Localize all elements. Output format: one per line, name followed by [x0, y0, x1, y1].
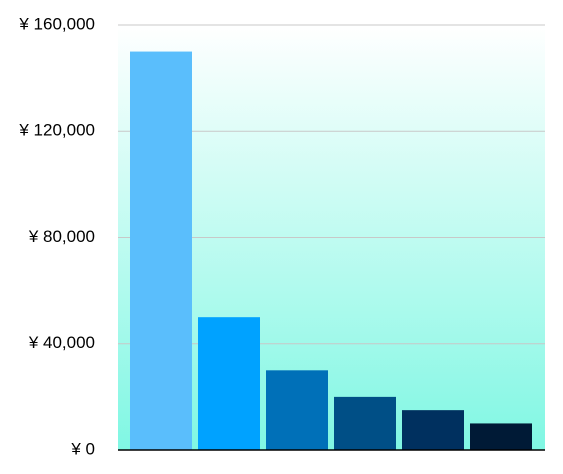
- y-tick-label: ¥ 0: [70, 439, 95, 458]
- bar: [470, 423, 532, 450]
- bar: [198, 317, 260, 450]
- bar: [402, 410, 464, 450]
- y-tick-label: ¥ 40,000: [28, 333, 95, 352]
- y-tick-label: ¥ 160,000: [18, 14, 95, 33]
- bar: [266, 370, 328, 450]
- bar: [334, 396, 396, 450]
- bar: [130, 51, 192, 450]
- y-tick-label: ¥ 120,000: [18, 121, 95, 140]
- y-tick-label: ¥ 80,000: [28, 227, 95, 246]
